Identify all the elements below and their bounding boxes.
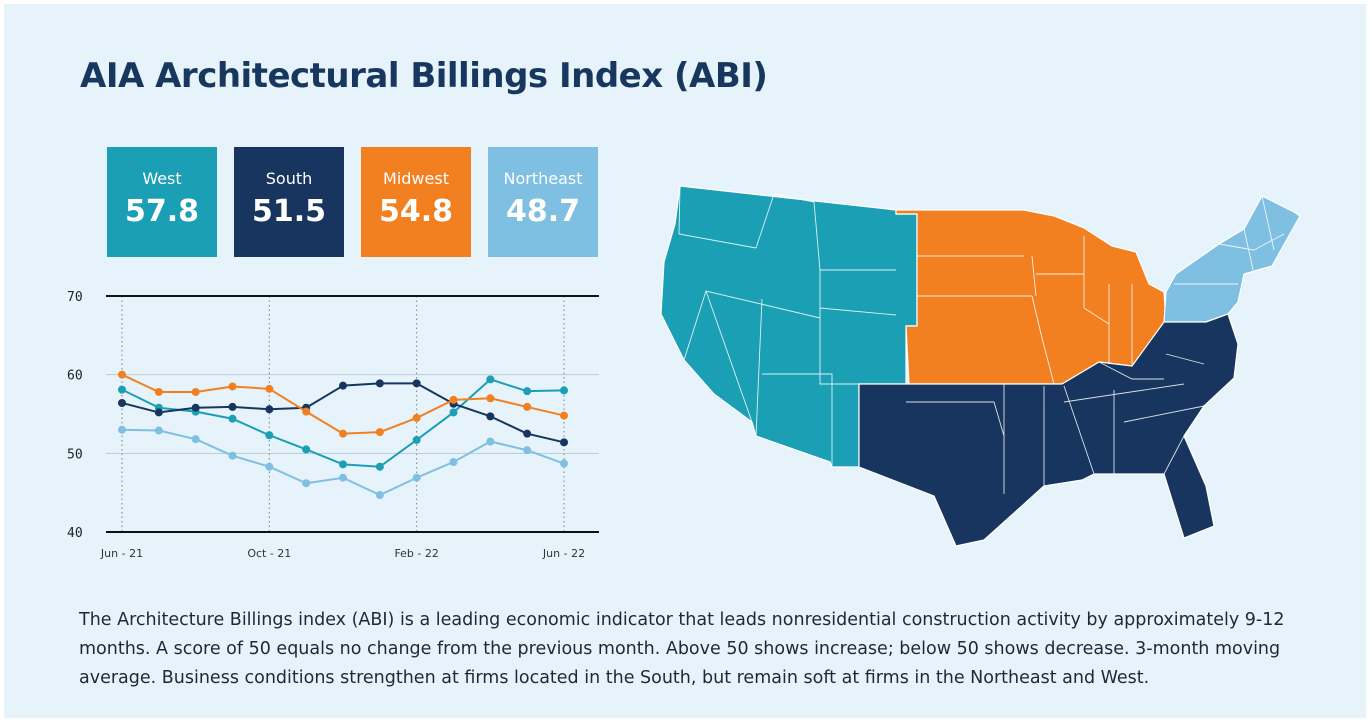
x-tick-label: Jun - 21 [100,547,143,560]
data-point-northeast [523,446,532,455]
data-point-midwest [154,387,163,396]
map-state-borders-midwest [917,236,1133,385]
data-point-midwest [560,411,568,420]
data-point-west [560,386,568,395]
y-tick-label: 60 [67,369,83,384]
data-point-northeast [228,451,237,460]
data-point-midwest [118,370,126,379]
data-point-west [302,445,311,454]
kpi-west-value: 57.8 [124,194,200,229]
kpi-midwest-label: Midwest [383,169,449,188]
data-point-west [375,462,384,471]
data-point-northeast [265,462,274,471]
kpi-midwest-value: 54.8 [378,194,454,229]
data-point-northeast [154,426,163,435]
abi-line-chart: 40 50 60 70 Jun - 21 Oct - 21 Feb - 22 Jun - 22 [67,290,599,560]
map-state-borders-northeast [1174,195,1285,285]
data-point-south [523,429,532,438]
data-point-south [154,408,163,417]
data-point-south [191,403,200,412]
data-point-northeast [302,479,311,488]
map-state-borders-west [678,185,897,467]
data-point-south [412,379,421,388]
data-point-west [486,375,495,384]
infographic-panel: AIA Architectural Billings Index (ABI) W… [4,4,1366,718]
kpi-south-label: South [265,169,313,188]
data-point-south [265,405,274,414]
data-point-midwest [302,407,311,416]
map-region-midwest [895,209,1167,385]
data-point-south [486,412,495,421]
data-point-west [449,408,458,417]
data-point-northeast [118,425,126,434]
data-point-midwest [228,382,237,391]
x-tick-label: Jun - 22 [542,547,585,560]
y-tick-label: 70 [67,290,83,305]
data-point-west [265,431,274,440]
data-point-west [339,460,347,469]
description-text: The Architecture Billings index (ABI) is… [79,610,1285,688]
data-point-midwest [339,429,347,438]
data-point-northeast [375,491,384,500]
data-point-midwest [191,387,200,396]
kpi-northeast: Northeast 48.7 [488,147,598,257]
data-point-northeast [339,473,347,482]
data-point-northeast [412,473,421,482]
data-point-midwest [523,402,532,411]
kpi-west-label: West [142,169,182,188]
kpi-south-value: 51.5 [251,194,327,229]
kpi-south: South 51.5 [234,147,344,257]
x-tick-label: Oct - 21 [247,547,291,560]
data-point-west [412,435,421,444]
kpi-northeast-value: 48.7 [505,194,581,229]
data-point-south [339,381,347,390]
data-point-west [523,387,532,396]
data-point-midwest [375,428,384,437]
data-point-midwest [265,384,274,393]
map-state-borders-south [906,353,1205,494]
kpi-northeast-label: Northeast [503,169,583,188]
data-point-midwest [412,413,421,422]
data-point-northeast [449,457,458,466]
kpi-west: West 57.8 [107,147,217,257]
data-point-south [375,379,384,388]
us-region-map [660,185,1301,547]
y-tick-label: 40 [67,526,83,541]
data-point-west [118,385,126,394]
data-point-south [118,398,126,407]
data-point-midwest [449,395,458,404]
y-tick-label: 50 [67,447,83,462]
data-point-northeast [191,435,200,444]
map-region-northeast [1163,195,1301,323]
data-point-south [560,438,568,447]
data-point-south [228,402,237,411]
data-point-northeast [560,459,568,468]
kpi-midwest: Midwest 54.8 [361,147,471,257]
data-point-northeast [486,437,495,446]
page-title: AIA Architectural Billings Index (ABI) [80,56,768,96]
data-point-midwest [486,394,495,403]
x-tick-label: Feb - 22 [394,547,438,560]
data-point-west [228,414,237,423]
